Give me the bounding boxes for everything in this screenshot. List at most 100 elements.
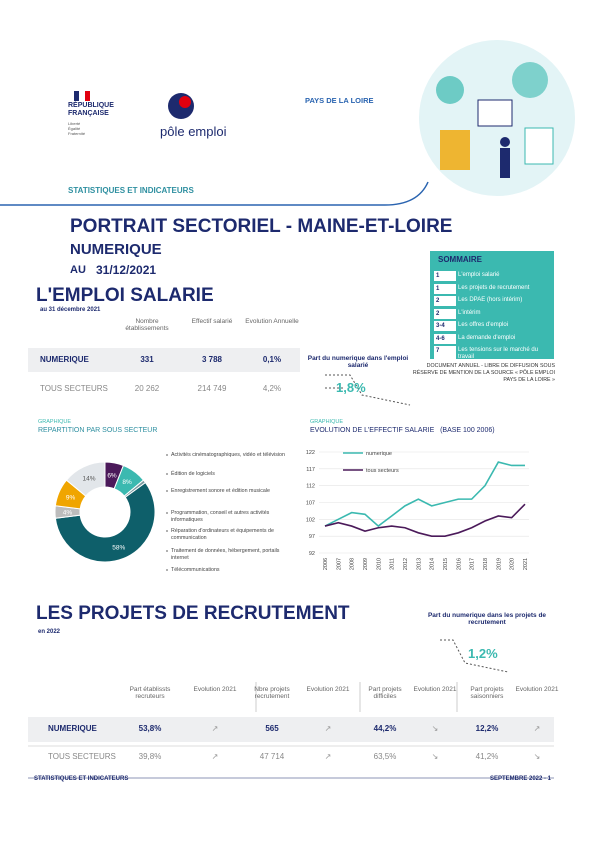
legend-label: Édition de logiciels bbox=[171, 471, 215, 477]
y-tick-label: 122 bbox=[306, 450, 315, 456]
x-tick-label: 2007 bbox=[336, 558, 342, 570]
header-curve bbox=[0, 181, 429, 206]
x-tick-label: 2021 bbox=[523, 558, 529, 570]
legend-label: Télécommunications bbox=[171, 567, 220, 573]
x-tick-label: 2008 bbox=[350, 558, 356, 570]
sommaire-item: Les projets de recrutement bbox=[458, 284, 530, 291]
trend-arrow: ↘ bbox=[431, 752, 439, 761]
sommaire-title: SOMMAIRE bbox=[438, 255, 482, 264]
part-label: Part du numerique dans l'emploi salarié bbox=[307, 355, 409, 369]
trend-arrow: ↘ bbox=[533, 752, 541, 761]
legend-label: Programmation, conseil et autres activit… bbox=[171, 510, 270, 523]
chart-title: EVOLUTION DE L'EFFECTIF SALARIE (BASE 10… bbox=[310, 427, 495, 434]
sommaire-item: Les offres d'emploi bbox=[458, 322, 509, 328]
section-title: L'EMPLOI SALARIE bbox=[36, 285, 214, 306]
rf-flag bbox=[79, 91, 85, 101]
part-lines bbox=[440, 639, 509, 673]
x-tick-label: 2011 bbox=[390, 558, 396, 570]
chart-kicker: GRAPHIQUE bbox=[38, 419, 72, 425]
x-tick-label: 2015 bbox=[443, 558, 449, 570]
rf-flag bbox=[85, 91, 90, 101]
sommaire-page: 7 bbox=[434, 346, 456, 364]
table-header: Nombre établissements bbox=[125, 318, 169, 332]
slice-label: 4% bbox=[63, 510, 73, 517]
table-cell: 44,2% bbox=[373, 724, 397, 733]
kicker: STATISTIQUES ET INDICATEURS bbox=[68, 186, 194, 195]
sommaire-page: 4-6 bbox=[434, 333, 456, 344]
table-cell: 214 749 bbox=[197, 384, 227, 393]
logo-text: pôle emploi bbox=[160, 124, 227, 139]
slice-label: 58% bbox=[112, 544, 125, 551]
sommaire-page: 2 bbox=[434, 296, 456, 306]
note: DOCUMENT ANNUEL - LIBRE DE DIFFUSION SOU… bbox=[412, 363, 555, 383]
table-header: Part projets saisonniers bbox=[470, 686, 504, 700]
series-line bbox=[324, 503, 526, 537]
sommaire-item: La demande d'emploi bbox=[458, 334, 516, 341]
pe-logo bbox=[179, 96, 191, 108]
illustration-gear bbox=[436, 76, 464, 104]
row-label: TOUS SECTEURS bbox=[40, 384, 108, 393]
x-tick-label: 2013 bbox=[416, 558, 422, 570]
y-tick-label: 117 bbox=[306, 467, 315, 473]
table-cell: 39,8% bbox=[138, 752, 162, 761]
legend-label: Traitement de données, hébergement, port… bbox=[171, 548, 280, 561]
sommaire-box: SOMMAIRE 1 L'emploi salarié 1 Les projets d… bbox=[430, 251, 554, 364]
y-tick-label: 92 bbox=[309, 551, 315, 557]
row-band bbox=[28, 717, 554, 742]
section-subtitle: en 2022 bbox=[38, 629, 61, 635]
table-header: Part projets difficiles bbox=[368, 686, 402, 700]
table-cell: 3 788 bbox=[201, 355, 223, 364]
sommaire-page: 1 bbox=[434, 283, 456, 294]
donut-slice bbox=[65, 461, 106, 497]
x-tick-label: 2017 bbox=[470, 558, 476, 570]
trend-arrow: ↗ bbox=[324, 724, 332, 733]
legend-bullet bbox=[166, 569, 168, 571]
table-header: Evolution 2021 bbox=[193, 686, 237, 693]
sector: NUMERIQUE bbox=[70, 241, 162, 258]
region: PAYS DE LA LOIRE bbox=[305, 96, 374, 105]
table-header: Evolution Annuelle bbox=[245, 318, 299, 325]
table-cell: 331 bbox=[140, 355, 154, 364]
table-cell: 53,8% bbox=[138, 724, 162, 733]
table-header: Evolution 2021 bbox=[515, 686, 559, 693]
sommaire-page: 2 bbox=[434, 308, 456, 319]
legend-label: Réparation d'ordinateurs et équipements … bbox=[171, 528, 274, 541]
illustration-person bbox=[500, 148, 510, 178]
part-lines bbox=[325, 374, 411, 406]
sommaire-item: L'emploi salarié bbox=[458, 272, 500, 278]
row-label: NUMERIQUE bbox=[48, 724, 97, 733]
devise: Liberté Égalité Fraternité bbox=[68, 121, 86, 136]
table-cell: 47 714 bbox=[259, 752, 285, 761]
part-value: 1,2% bbox=[468, 646, 498, 661]
table-header: Evolution 2021 bbox=[306, 686, 350, 693]
table-header: Nbre projets recrutement bbox=[254, 686, 290, 700]
row-band bbox=[28, 348, 300, 372]
trend-arrow: ↗ bbox=[324, 752, 332, 761]
illustration-screen bbox=[477, 99, 513, 127]
slice-label: 14% bbox=[83, 476, 96, 483]
x-tick-label: 2010 bbox=[376, 558, 382, 570]
illustration-board bbox=[440, 130, 470, 170]
republique: RÉPUBLIQUE FRANÇAISE bbox=[68, 102, 114, 117]
sommaire-item: Les DPAE (hors intérim) bbox=[458, 297, 523, 303]
footer-left: STATISTIQUES ET INDICATEURS bbox=[34, 776, 129, 782]
row-label: NUMERIQUE bbox=[40, 355, 89, 364]
illustration-person bbox=[500, 137, 510, 147]
y-tick-label: 97 bbox=[309, 534, 315, 540]
x-tick-label: 2009 bbox=[363, 558, 369, 570]
table-cell: 63,5% bbox=[373, 752, 397, 761]
legend-label: numerique bbox=[366, 451, 392, 457]
part-value: 1,8% bbox=[336, 380, 366, 395]
legend-bullet bbox=[166, 473, 168, 475]
section-title: LES PROJETS DE RECRUTEMENT bbox=[36, 603, 350, 624]
legend-bullet bbox=[166, 454, 168, 456]
legend-bullet bbox=[166, 512, 168, 514]
chart-kicker: GRAPHIQUE bbox=[310, 419, 344, 425]
section-subtitle: au 31 décembre 2021 bbox=[40, 307, 101, 313]
trend-arrow: ↗ bbox=[211, 752, 219, 761]
y-tick-label: 112 bbox=[306, 484, 315, 490]
table-cell: 0,1% bbox=[262, 355, 282, 364]
sommaire-page: 3-4 bbox=[434, 321, 456, 331]
